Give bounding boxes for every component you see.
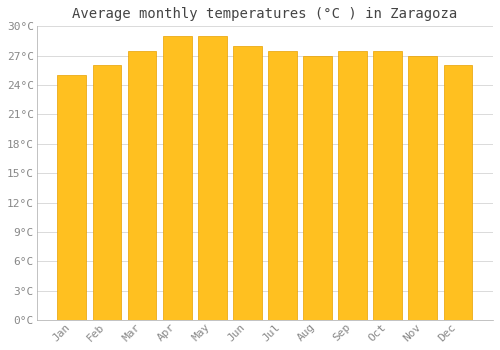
- Bar: [303, 56, 332, 320]
- Bar: [163, 36, 192, 320]
- Bar: [268, 51, 297, 320]
- Bar: [338, 51, 367, 320]
- Title: Average monthly temperatures (°C ) in Zaragoza: Average monthly temperatures (°C ) in Za…: [72, 7, 458, 21]
- Bar: [444, 65, 472, 320]
- Bar: [198, 36, 226, 320]
- Bar: [128, 51, 156, 320]
- Bar: [233, 46, 262, 320]
- Bar: [58, 75, 86, 320]
- Bar: [92, 65, 122, 320]
- Bar: [408, 56, 437, 320]
- Bar: [374, 51, 402, 320]
